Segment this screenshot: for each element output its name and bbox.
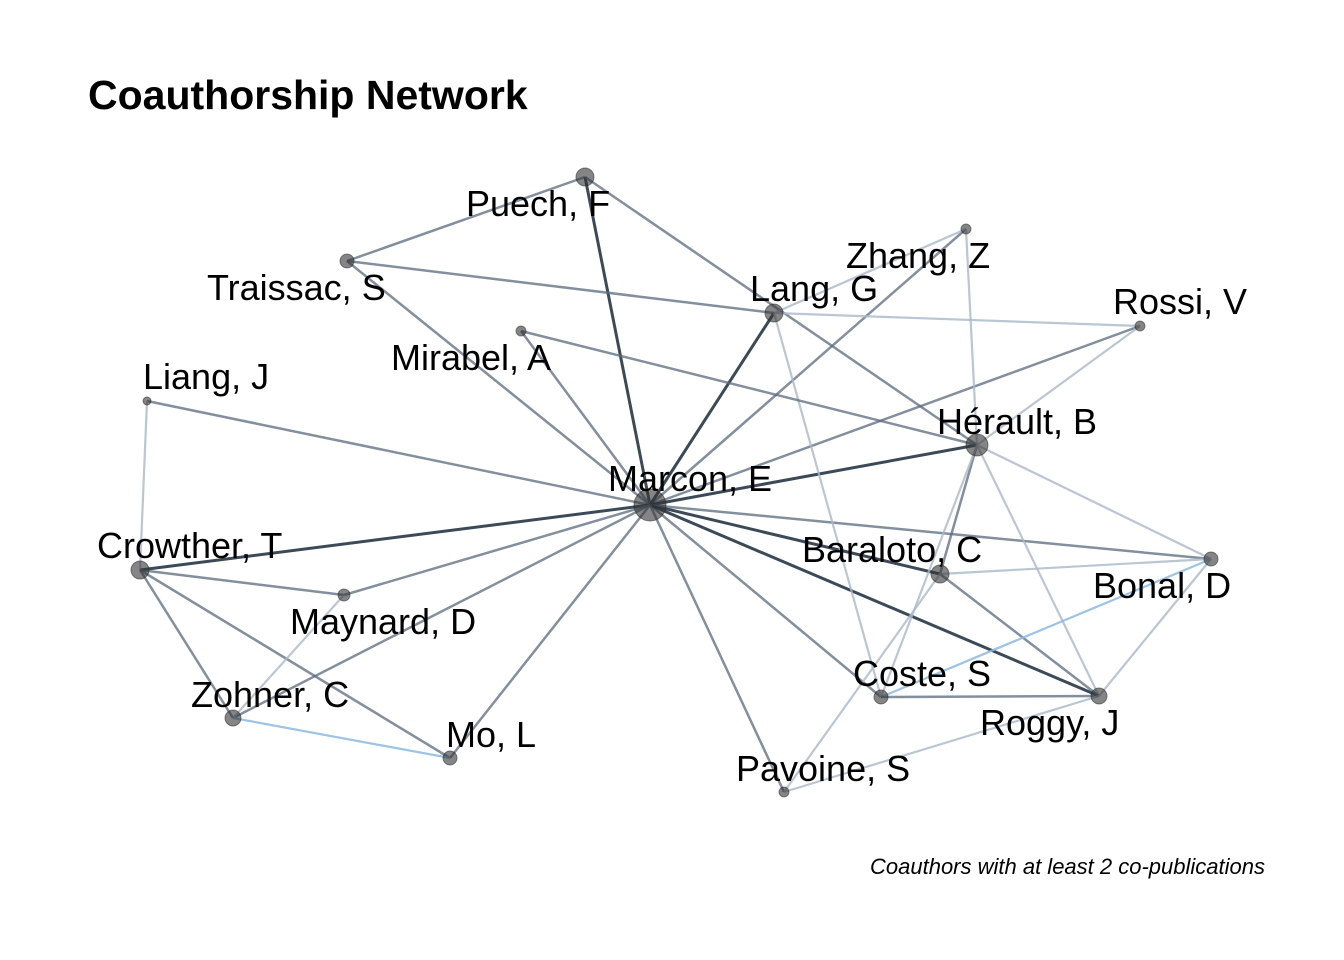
label-layer: Marcon, E Puech, F Traissac, S Zhang, ZLang… (97, 183, 1247, 789)
edge-marcon-rossi (649, 324, 1141, 507)
node-traissac[interactable] (339, 253, 355, 269)
edge-marcon-herault (649, 443, 978, 507)
edge-marcon-zhang (649, 228, 967, 506)
edge-lang-coste (772, 312, 883, 698)
edge-puech-traissac (346, 175, 586, 263)
node-maynard[interactable] (337, 588, 351, 602)
node-label-puech: Puech, F (466, 183, 610, 224)
edge-traissac-lang (346, 259, 775, 315)
node-label-maynard: Maynard, D (290, 601, 476, 642)
node-label-baraloto: Baraloto, C (802, 529, 982, 570)
node-label-crowther: Crowther, T (97, 525, 282, 566)
node-roggy[interactable] (1090, 687, 1108, 705)
edge-layer (138, 175, 1212, 794)
edge-marcon-mo (449, 504, 651, 759)
edge-roggy-pavoine (783, 694, 1100, 794)
node-rossi[interactable] (1134, 320, 1146, 332)
node-crowther[interactable] (130, 560, 150, 580)
edge-marcon-mirabel (519, 330, 652, 506)
edge-coste-bonal (880, 557, 1212, 699)
node-bonal[interactable] (1203, 551, 1219, 567)
edge-lang-rossi (773, 311, 1141, 328)
edge-marcon-bonal (649, 503, 1212, 561)
edge-zohner-mo (232, 716, 451, 760)
node-label-pavoine: Pavoine, S (736, 748, 910, 789)
edge-marcon-zohner (232, 503, 651, 720)
node-label-mirabel: Mirabel, A (391, 337, 551, 378)
chart-title: Coauthorship Network (88, 72, 528, 118)
node-lang[interactable] (764, 303, 784, 323)
node-label-bonal: Bonal, D (1093, 565, 1231, 606)
node-label-lang: Lang, G (750, 268, 878, 309)
edge-marcon-liang (146, 399, 651, 507)
edge-roggy-bonal (1098, 558, 1212, 697)
chart-caption: Coauthors with at least 2 co-publication… (870, 854, 1265, 879)
node-label-zohner: Zohner, C (191, 674, 349, 715)
edge-marcon-lang (648, 312, 776, 506)
edge-marcon-maynard (343, 503, 651, 597)
node-label-liang: Liang, J (143, 356, 269, 397)
node-label-coste: Coste, S (853, 653, 991, 694)
edge-herault-coste (879, 444, 979, 698)
node-liang[interactable] (142, 396, 152, 406)
node-pavoine[interactable] (778, 786, 790, 798)
edge-marcon-crowther (139, 503, 651, 572)
edge-marcon-baraloto (649, 503, 941, 576)
node-label-mo: Mo, L (446, 714, 536, 755)
node-mo[interactable] (442, 750, 458, 766)
edge-crowther-zohner (138, 569, 235, 719)
edge-baraloto-bonal (939, 557, 1212, 576)
edge-crowther-maynard (139, 568, 345, 597)
node-layer (130, 167, 1219, 798)
edge-marcon-puech (583, 176, 652, 506)
node-baraloto[interactable] (930, 564, 950, 584)
edge-coste-roggy (880, 694, 1100, 699)
node-herault[interactable] (965, 433, 989, 457)
node-label-rossi: Rossi, V (1113, 281, 1247, 322)
edge-marcon-traissac (346, 260, 651, 506)
edge-baraloto-pavoine (783, 573, 941, 793)
edge-maynard-zohner (232, 594, 345, 719)
node-label-herault: Hérault, B (937, 401, 1097, 442)
node-label-marcon: Marcon, E (608, 458, 772, 499)
edge-herault-baraloto (938, 444, 979, 575)
node-zhang[interactable] (960, 223, 972, 235)
node-marcon[interactable] (633, 488, 667, 522)
edge-mirabel-herault (520, 329, 978, 447)
node-label-traissac: Traissac, S (207, 267, 386, 308)
edge-zhang-herault (964, 228, 979, 446)
node-puech[interactable] (575, 167, 595, 187)
edge-marcon-coste (649, 504, 882, 698)
edge-crowther-mo (139, 568, 451, 760)
node-label-zhang: Zhang, Z (846, 235, 990, 276)
node-label-roggy: Roggy, J (980, 702, 1119, 743)
node-mirabel[interactable] (515, 325, 527, 337)
edge-baraloto-roggy (939, 573, 1100, 697)
edge-herault-roggy (976, 444, 1100, 697)
edge-marcon-roggy (649, 503, 1100, 698)
edge-liang-crowther (138, 400, 149, 571)
edge-herault-bonal (976, 444, 1212, 560)
edge-zhang-lang (773, 227, 967, 315)
node-zohner[interactable] (224, 709, 242, 727)
node-coste[interactable] (873, 689, 889, 705)
edge-rossi-herault (976, 325, 1141, 446)
edge-marcon-pavoine (648, 504, 786, 793)
